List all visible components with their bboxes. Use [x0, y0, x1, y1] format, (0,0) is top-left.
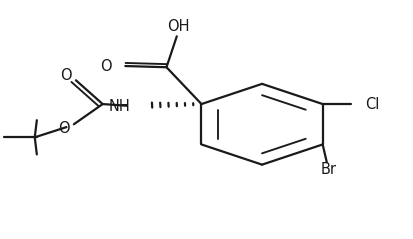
Text: OH: OH	[168, 19, 190, 34]
Text: Cl: Cl	[365, 97, 379, 112]
Text: NH: NH	[109, 99, 131, 114]
Text: Br: Br	[321, 162, 337, 177]
Text: O: O	[60, 68, 71, 83]
Text: O: O	[100, 59, 112, 74]
Text: O: O	[58, 121, 69, 136]
